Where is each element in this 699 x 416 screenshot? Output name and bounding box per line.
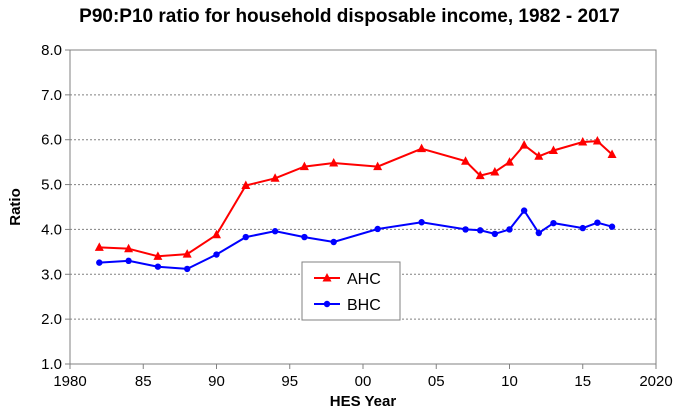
data-point <box>505 157 514 166</box>
data-point <box>213 251 220 258</box>
legend-item-ahc: AHC <box>314 271 381 288</box>
x-tick-label: 95 <box>281 373 298 390</box>
data-point <box>608 223 616 230</box>
y-tick-label: 8.0 <box>41 42 62 59</box>
data-point <box>242 233 249 241</box>
series-line <box>99 208 613 270</box>
x-tick-label: 05 <box>428 373 445 390</box>
data-point <box>182 249 192 258</box>
data-point <box>322 273 332 282</box>
data-point <box>506 226 513 233</box>
y-tick-label: 6.0 <box>41 132 62 149</box>
x-tick-label: 90 <box>208 373 225 390</box>
data-point <box>594 219 601 226</box>
x-tick-label: 2020 <box>639 373 672 390</box>
data-point <box>578 136 588 146</box>
data-point <box>374 225 381 233</box>
data-point <box>519 140 529 149</box>
legend-box <box>301 261 401 321</box>
series-ahc <box>94 136 617 260</box>
data-point <box>212 229 221 239</box>
y-axis-title: Ratio <box>7 188 24 226</box>
y-tick-label: 5.0 <box>41 177 62 194</box>
data-point <box>184 265 191 273</box>
data-point <box>241 180 251 189</box>
x-tick-label: 00 <box>355 373 372 390</box>
data-point <box>373 161 383 171</box>
tick-labels: 1.0 2.0 3.0 4.0 5.0 6.0 7.0 8.0 1980 85 90 95 00 05 10… <box>41 42 673 390</box>
y-tick-label: 4.0 <box>41 221 62 238</box>
data-point <box>299 161 309 171</box>
data-point <box>490 167 500 176</box>
data-point <box>520 207 528 214</box>
data-point <box>270 173 280 182</box>
series-layer <box>94 136 617 273</box>
data-point <box>535 229 542 237</box>
data-point <box>418 219 425 226</box>
y-tick-label: 7.0 <box>41 87 62 104</box>
x-axis-title: HES Year <box>330 393 397 410</box>
data-point <box>461 156 471 165</box>
legend-item-bhc: BHC <box>314 297 381 314</box>
x-tick-label: 1980 <box>53 373 86 390</box>
y-tick-label: 1.0 <box>41 356 62 373</box>
x-tick-label: 85 <box>135 373 152 390</box>
chart-title: P90:P10 ratio for household disposable i… <box>79 6 620 27</box>
data-point <box>417 143 427 153</box>
data-point <box>329 158 339 167</box>
data-point <box>550 219 557 227</box>
data-point <box>548 145 558 154</box>
data-point <box>323 300 331 308</box>
data-point <box>579 224 586 232</box>
axes <box>65 49 657 369</box>
data-point <box>534 151 544 160</box>
data-point <box>607 149 617 159</box>
legend-label: BHC <box>347 297 381 314</box>
series-bhc <box>96 207 616 273</box>
data-point <box>491 230 499 238</box>
data-point <box>94 242 104 251</box>
legend-label: AHC <box>347 271 381 288</box>
legend: AHC BHC <box>301 261 401 321</box>
y-tick-label: 2.0 <box>41 311 62 328</box>
data-point <box>153 251 163 260</box>
data-point <box>271 228 279 235</box>
data-point <box>125 257 132 265</box>
data-point <box>477 227 484 234</box>
data-point <box>330 238 337 246</box>
data-point <box>475 170 485 180</box>
data-point <box>301 233 308 241</box>
data-point <box>124 243 134 253</box>
data-point <box>462 226 469 233</box>
data-point <box>592 136 602 145</box>
x-tick-label: 15 <box>574 373 591 390</box>
data-point <box>154 263 162 270</box>
data-point <box>96 259 103 266</box>
x-tick-label: 10 <box>501 373 518 390</box>
y-tick-label: 3.0 <box>41 266 62 283</box>
